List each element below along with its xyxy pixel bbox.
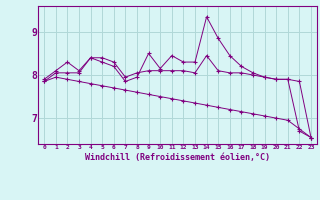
X-axis label: Windchill (Refroidissement éolien,°C): Windchill (Refroidissement éolien,°C) xyxy=(85,153,270,162)
